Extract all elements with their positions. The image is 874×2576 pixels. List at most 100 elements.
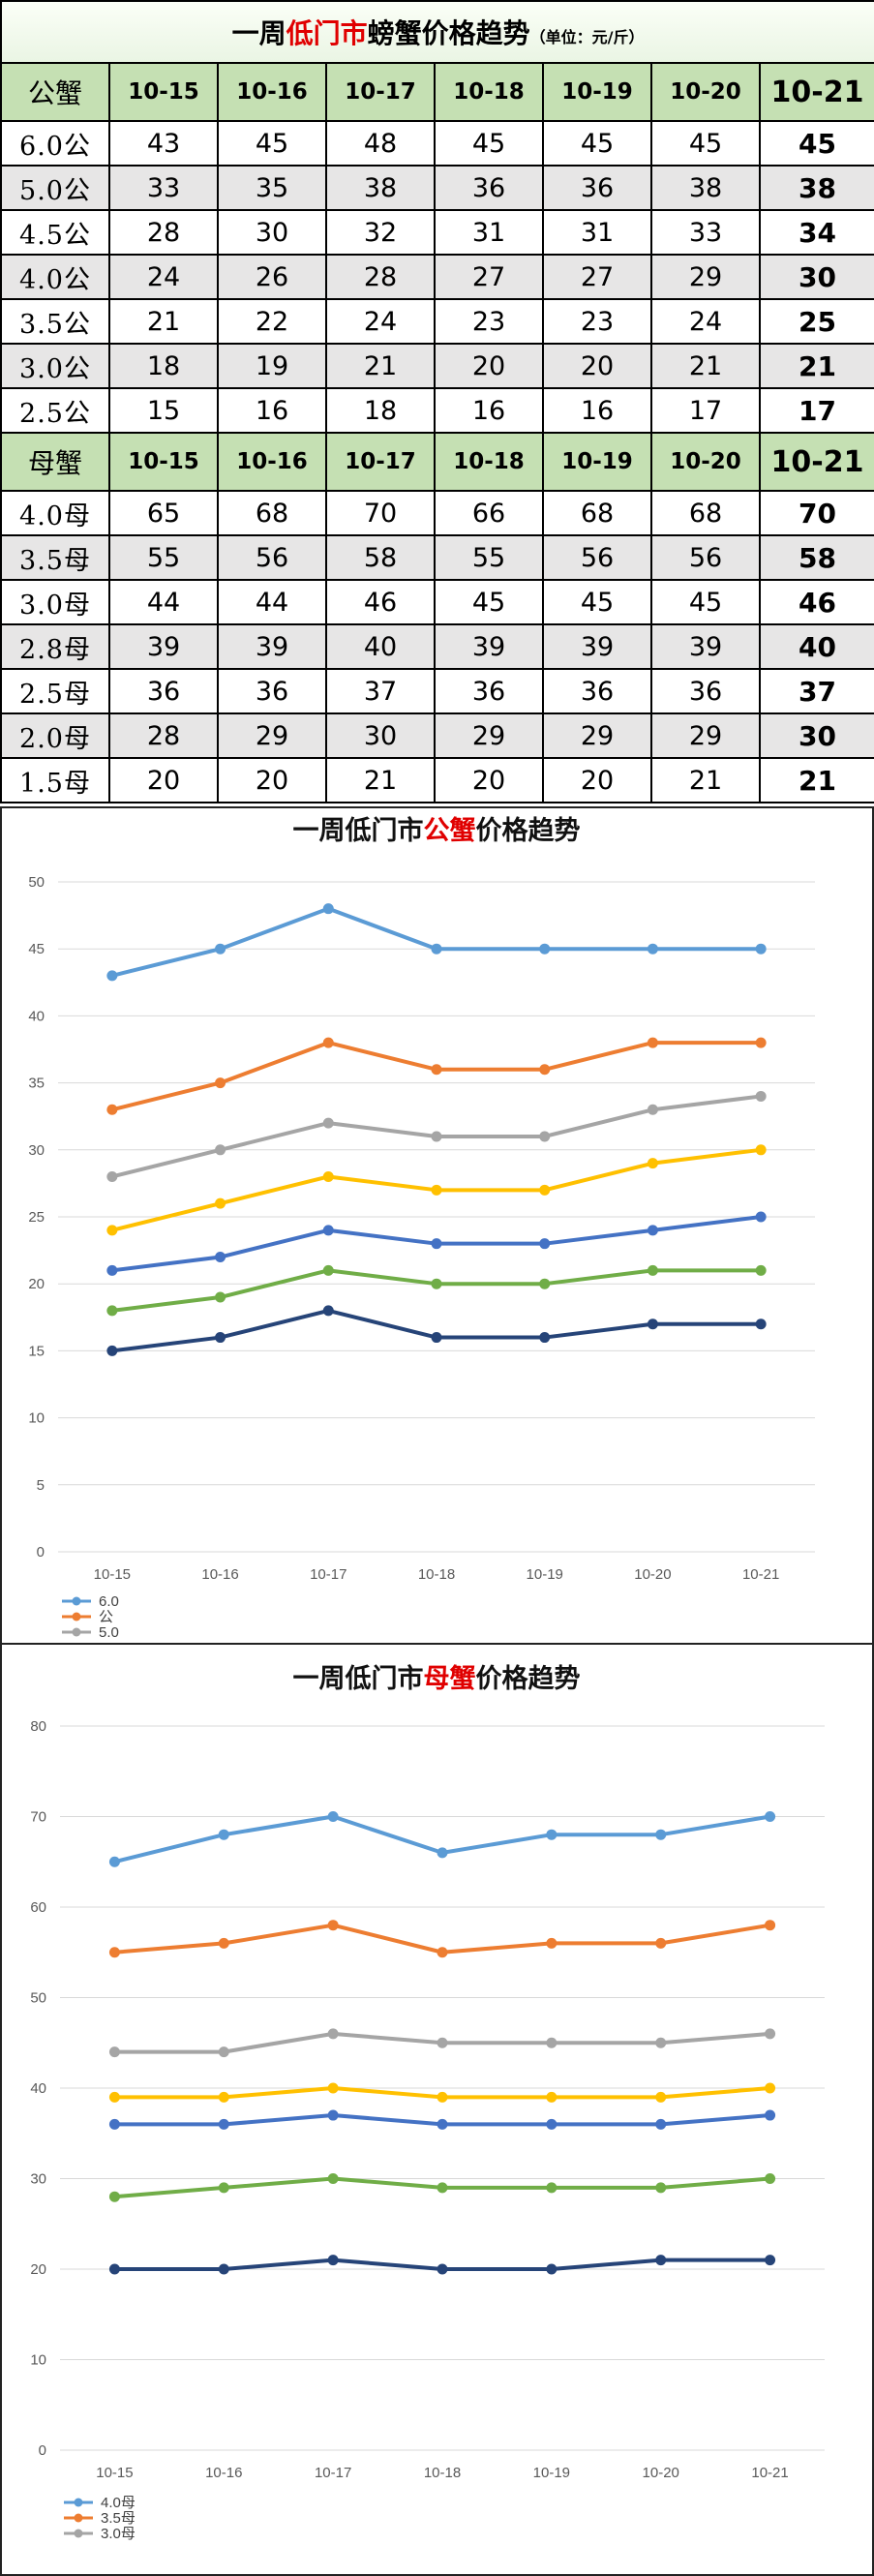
row-label: 3.5母 — [0, 534, 110, 581]
legend-marker — [74, 2498, 83, 2507]
y-tick-label: 40 — [28, 1008, 45, 1024]
y-tick-label: 50 — [30, 1990, 46, 2007]
data-point — [215, 1077, 226, 1089]
price-cell: 65 — [108, 490, 219, 536]
legend-marker — [74, 2513, 83, 2523]
x-tick-label: 10-16 — [205, 2465, 242, 2481]
price-cell: 36 — [434, 668, 544, 714]
price-cell: 29 — [217, 712, 327, 759]
data-point — [755, 1144, 767, 1156]
price-cell: 24 — [108, 254, 219, 300]
price-cell: 38 — [325, 165, 436, 211]
data-point — [765, 1811, 776, 1822]
x-tick-label: 10-18 — [424, 2465, 461, 2481]
row-label: 4.0公 — [0, 254, 110, 300]
series-line — [111, 1268, 762, 1313]
data-point — [108, 1856, 120, 1867]
price-cell: 36 — [542, 668, 652, 714]
data-point — [755, 1211, 767, 1223]
female-date-header: 10-21 — [758, 432, 874, 492]
table-row: 2.5母 36 36 37 36 36 36 37 — [0, 668, 874, 714]
data-point — [106, 970, 118, 982]
data-point — [106, 1264, 118, 1276]
table-row: 4.0母 65 68 70 66 68 68 70 — [0, 490, 874, 536]
data-point — [546, 2037, 558, 2048]
price-cell: 56 — [650, 534, 761, 581]
data-point — [327, 2173, 339, 2184]
y-tick-label: 70 — [30, 1809, 46, 1826]
data-point — [215, 943, 226, 955]
price-cell: 22 — [217, 298, 327, 345]
data-point — [655, 1937, 667, 1949]
price-cell: 70 — [758, 490, 874, 536]
y-tick-label: 0 — [39, 2442, 46, 2459]
price-cell: 25 — [758, 298, 874, 345]
x-tick-label: 10-17 — [310, 1566, 347, 1583]
price-cell: 27 — [434, 254, 544, 300]
data-point — [108, 2118, 120, 2130]
y-tick-label: 25 — [28, 1209, 45, 1226]
male-date-header: 10-19 — [542, 62, 652, 122]
price-cell: 34 — [758, 209, 874, 256]
price-cell: 44 — [217, 579, 327, 625]
price-cell: 56 — [542, 534, 652, 581]
male-date-header: 10-18 — [434, 62, 544, 122]
y-tick-label: 30 — [30, 2171, 46, 2188]
data-point — [322, 1225, 334, 1236]
data-point — [539, 943, 551, 955]
data-point — [106, 1104, 118, 1115]
data-point — [765, 1920, 776, 1931]
legend-label: 3.0母 — [101, 2526, 136, 2542]
price-cell: 66 — [434, 490, 544, 536]
x-tick-label: 10-21 — [751, 2465, 788, 2481]
price-cell: 24 — [325, 298, 436, 345]
price-cell: 40 — [325, 623, 436, 670]
legend-marker — [74, 2529, 83, 2538]
data-point — [108, 2263, 120, 2275]
price-cell: 33 — [108, 165, 219, 211]
price-cell: 36 — [108, 668, 219, 714]
price-cell: 30 — [758, 712, 874, 759]
price-cell: 15 — [108, 387, 219, 434]
price-cell: 70 — [325, 490, 436, 536]
price-cell: 30 — [325, 712, 436, 759]
legend: 4.0母3.5母3.0母 — [64, 2495, 136, 2542]
price-cell: 30 — [758, 254, 874, 300]
row-label: 4.0母 — [0, 490, 110, 536]
price-cell: 16 — [217, 387, 327, 434]
data-point — [765, 2255, 776, 2266]
data-point — [106, 1170, 118, 1182]
data-point — [327, 2109, 339, 2121]
price-cell: 17 — [758, 387, 874, 434]
table-row: 5.0公 33 35 38 36 36 38 38 — [0, 165, 874, 211]
data-point — [437, 1947, 448, 1958]
price-cell: 39 — [217, 623, 327, 670]
y-tick-label: 10 — [30, 2352, 46, 2369]
data-point — [431, 1184, 442, 1196]
table-row: 2.0母 28 29 30 29 29 29 30 — [0, 712, 874, 759]
data-point — [322, 1264, 334, 1276]
data-point — [539, 1064, 551, 1076]
price-cell: 29 — [434, 712, 544, 759]
data-point — [108, 2091, 120, 2103]
price-cell: 21 — [325, 757, 436, 803]
male-header-row: 公蟹 10-15 10-16 10-17 10-18 10-19 10-20 10-21 — [0, 62, 874, 122]
data-point — [215, 1252, 226, 1263]
row-label: 2.0母 — [0, 712, 110, 759]
y-tick-label: 0 — [37, 1544, 45, 1561]
y-tick-label: 35 — [28, 1076, 45, 1092]
table-title: 一周低门市螃蟹价格趋势（单位：元/斤） — [0, 0, 874, 64]
data-point — [215, 1332, 226, 1344]
price-cell: 20 — [108, 757, 219, 803]
data-point — [437, 2091, 448, 2103]
data-point — [539, 1278, 551, 1289]
price-cell: 24 — [650, 298, 761, 345]
data-point — [755, 1318, 767, 1330]
data-point — [108, 1947, 120, 1958]
data-point — [218, 2091, 229, 2103]
price-cell: 46 — [758, 579, 874, 625]
row-label: 2.5母 — [0, 668, 110, 714]
table-row: 4.5公 28 30 32 31 31 33 34 — [0, 209, 874, 256]
data-point — [218, 1937, 229, 1949]
price-cell: 18 — [108, 343, 219, 389]
